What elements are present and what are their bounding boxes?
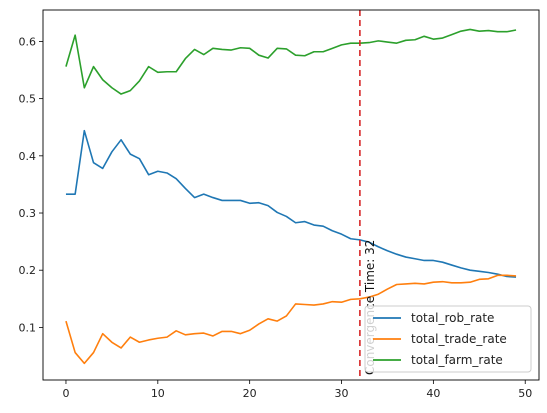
series-line-total_trade_rate <box>65 274 517 365</box>
y-tick-label: 0.5 <box>19 93 37 106</box>
legend-label-total_rob_rate: total_rob_rate <box>411 311 494 325</box>
y-tick-label: 0.4 <box>19 150 37 163</box>
legend: total_rob_rate total_trade_rate total_farm… <box>364 305 532 373</box>
x-tick-label: 30 <box>335 387 349 400</box>
y-tick-label: 0.3 <box>19 207 37 220</box>
x-tick-label: 10 <box>151 387 165 400</box>
y-tick-label: 0.2 <box>19 264 37 277</box>
legend-box <box>364 305 532 373</box>
legend-label-total_farm_rate: total_farm_rate <box>411 353 503 367</box>
y-axis: 0.1 0.2 0.3 0.4 0.5 0.6 <box>19 35 43 334</box>
series-line-total_farm_rate <box>65 28 517 95</box>
series-line-total_rob_rate <box>65 129 517 278</box>
x-tick-label: 0 <box>62 387 69 400</box>
x-tick-label: 50 <box>518 387 532 400</box>
x-tick-label: 20 <box>243 387 257 400</box>
y-tick-label: 0.1 <box>19 321 37 334</box>
y-tick-label: 0.6 <box>19 35 37 48</box>
x-axis: 0 10 20 30 40 50 <box>62 380 532 400</box>
plot-frame <box>42 9 540 381</box>
x-tick-label: 40 <box>426 387 440 400</box>
legend-label-total_trade_rate: total_trade_rate <box>411 332 507 346</box>
series-layer <box>65 28 517 365</box>
